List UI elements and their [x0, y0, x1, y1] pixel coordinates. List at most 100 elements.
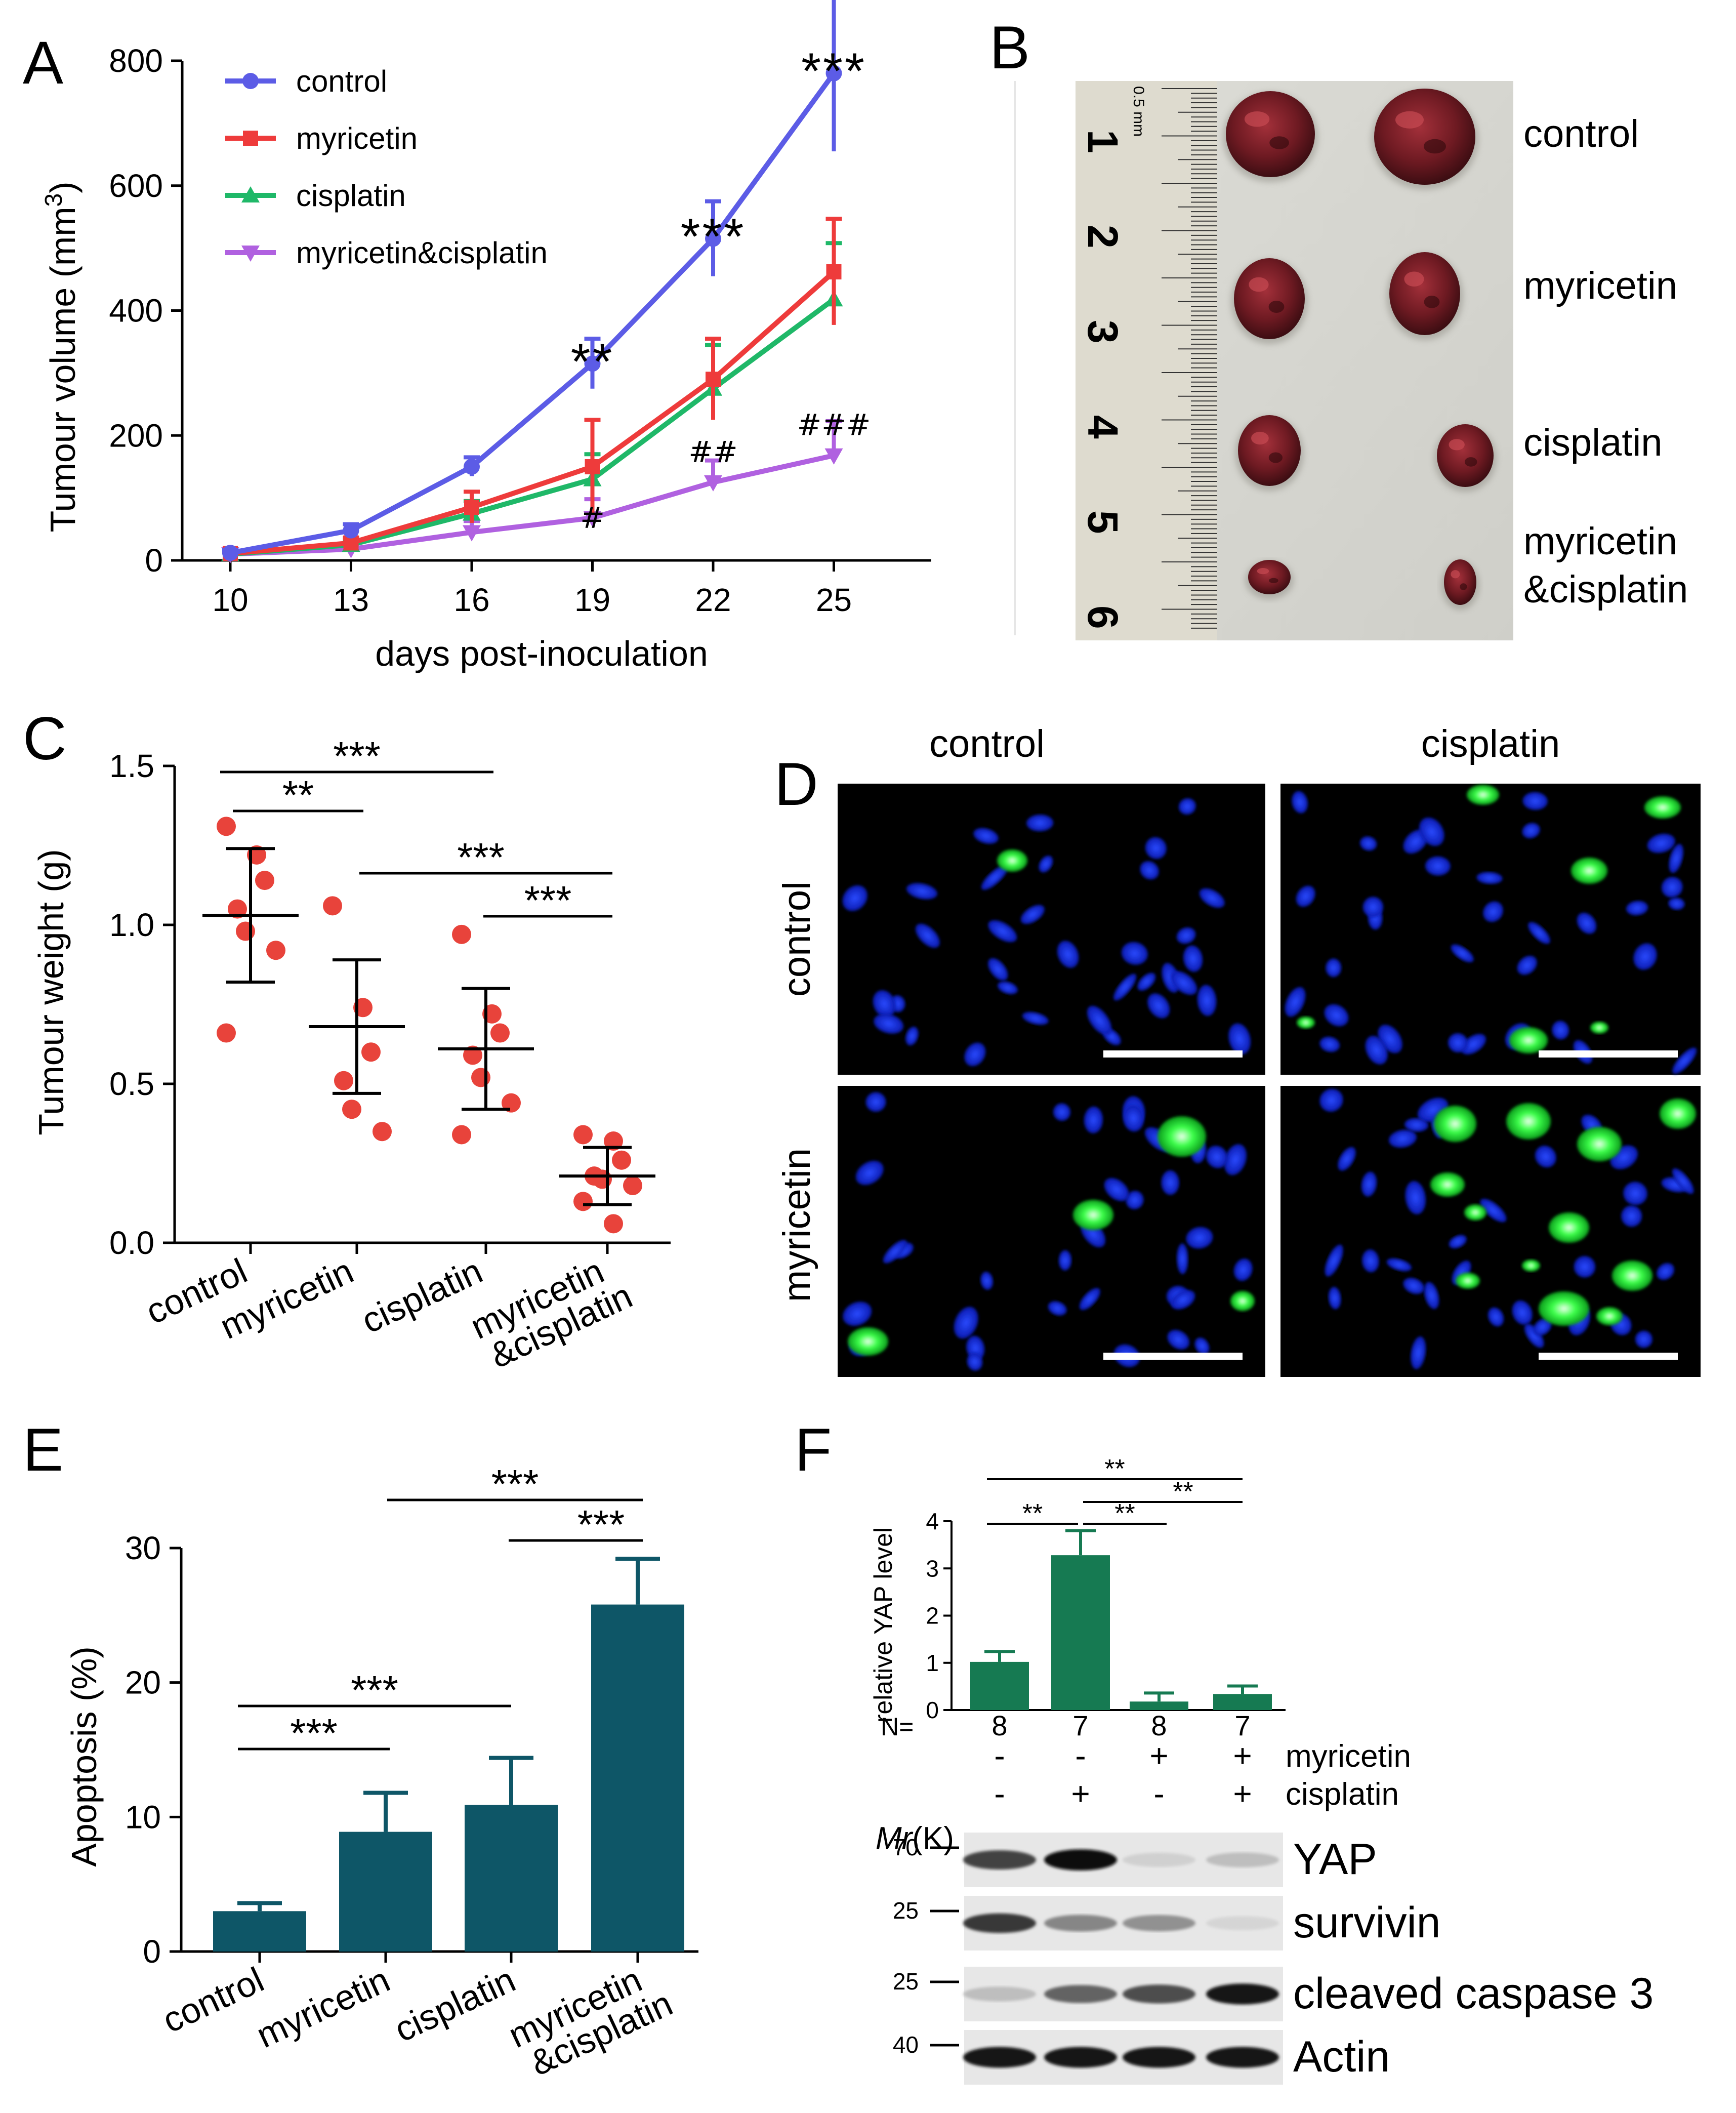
- y-tick-label: 200: [109, 417, 163, 454]
- marker-size: 25: [893, 1897, 919, 1924]
- panel-c-comparisons: ***********: [220, 734, 612, 923]
- data-point: [217, 1023, 236, 1043]
- data-point: [464, 458, 480, 475]
- blue-nucleus: [1058, 1250, 1072, 1271]
- treatment-sign: -: [1153, 1775, 1164, 1812]
- blue-nucleus: [1022, 1011, 1049, 1025]
- tumour: [1248, 560, 1291, 594]
- panel-e-bars: [213, 1557, 684, 1963]
- green-apoptotic-cell: [848, 1327, 888, 1356]
- panel-e-comparisons: *** *** *** ***: [238, 1461, 643, 1756]
- tumour-row-label: myricetin: [1523, 264, 1677, 307]
- data-point: [573, 1192, 593, 1211]
- blue-nucleus: [1362, 1249, 1379, 1273]
- blue-nucleus: [1186, 1227, 1213, 1249]
- blot-band: [963, 1913, 1036, 1933]
- legend-label: control: [296, 64, 387, 98]
- series-control: [222, 0, 842, 561]
- category-label: cisplatin: [389, 1960, 521, 2050]
- data-point: [704, 475, 722, 492]
- tumour: [1234, 258, 1305, 339]
- panel-f-comparisons: ** ** ** **: [987, 1454, 1243, 1528]
- ruler-ticks: 0.5 mm1 2 3 4 5 6: [1079, 86, 1217, 629]
- blue-nucleus: [1319, 1036, 1340, 1052]
- blue-nucleus: [1411, 1336, 1426, 1369]
- blue-nucleus: [1145, 837, 1167, 859]
- legend-marker: [242, 73, 259, 89]
- x-tick-label: 13: [333, 582, 369, 618]
- ruler-number: 5: [1079, 510, 1127, 534]
- data-point: [705, 230, 721, 247]
- panel-a-legend: control myricetin cisplatin myricetin&cispl…: [225, 64, 548, 270]
- blue-nucleus: [1635, 1330, 1652, 1348]
- panel-f-axes: 0 1 2 3 4: [926, 1508, 1286, 1723]
- data-point: [236, 921, 255, 941]
- group-control: [202, 817, 299, 1043]
- blue-nucleus: [1657, 1263, 1674, 1280]
- blue-nucleus: [1362, 897, 1384, 917]
- y-tick-label: 4: [926, 1508, 939, 1534]
- green-apoptotic-cell: [1644, 796, 1681, 819]
- blot-band: [1123, 1984, 1195, 2004]
- blue-nucleus: [1199, 888, 1225, 908]
- blue-nucleus: [1197, 985, 1217, 1016]
- blue-nucleus: [1194, 1337, 1210, 1355]
- treatment-sign: +: [1071, 1775, 1090, 1812]
- blue-nucleus: [874, 1013, 903, 1034]
- blue-nucleus: [1170, 971, 1197, 995]
- bar: [1051, 1555, 1110, 1710]
- data-point: [706, 372, 721, 387]
- ruler-number: 3: [1079, 320, 1127, 344]
- fluorescence-micrographs: [838, 784, 1701, 1377]
- blot-band: [1044, 1985, 1117, 2003]
- blue-nucleus: [1647, 833, 1675, 853]
- data-point: [452, 1125, 471, 1145]
- blue-nucleus: [1668, 898, 1685, 910]
- col-label-cisplatin: cisplatin: [1421, 722, 1560, 765]
- blue-nucleus: [1326, 958, 1342, 978]
- blue-nucleus: [1147, 993, 1170, 1019]
- blue-nucleus: [843, 1302, 872, 1326]
- blue-nucleus: [1233, 1258, 1253, 1281]
- blue-nucleus: [1123, 1105, 1144, 1132]
- panel-a-x-axis-label: days post-inoculation: [375, 634, 708, 673]
- blue-nucleus: [967, 1353, 983, 1371]
- x-tick-label: 25: [816, 582, 852, 618]
- tumour: [1238, 415, 1301, 486]
- blot-band: [1044, 2047, 1117, 2068]
- panel-f-yap-and-blots: F 0 1 2 3 4 ** ** ** ** relative YAP level N= 8…: [795, 1416, 1654, 2085]
- blue-nucleus: [981, 865, 1008, 890]
- marker-size: 70: [893, 1834, 919, 1860]
- panel-f-y-axis-label: relative YAP level: [869, 1527, 897, 1723]
- significance-stars: **: [571, 333, 614, 390]
- data-point: [825, 65, 842, 82]
- data-point: [222, 545, 238, 561]
- blue-nucleus: [1296, 885, 1315, 907]
- y-tick-label: 400: [109, 293, 163, 329]
- blue-nucleus: [973, 828, 999, 844]
- category-label: cisplatin: [356, 1251, 488, 1341]
- tumour: [1437, 424, 1494, 487]
- blue-nucleus: [1480, 1199, 1507, 1223]
- panel-c-y-axis-label: Tumour weight (g): [31, 849, 71, 1135]
- blue-nucleus: [1338, 1147, 1356, 1171]
- blue-nucleus: [1535, 1146, 1556, 1168]
- category-label-line: cisplatin: [389, 1960, 521, 2050]
- blue-nucleus: [1577, 912, 1597, 934]
- data-point: [604, 1214, 623, 1234]
- comparison-stars: ***: [524, 878, 571, 923]
- y-tick-label: 20: [125, 1664, 161, 1701]
- significance-stars: ***: [681, 209, 746, 265]
- tumour: [1374, 89, 1475, 185]
- blue-nucleus: [1461, 1034, 1486, 1054]
- green-apoptotic-cell: [1596, 1307, 1623, 1325]
- data-point: [452, 924, 471, 944]
- group-myricetin: [309, 896, 405, 1142]
- panel-label-b: B: [989, 14, 1030, 82]
- green-apoptotic-cell: [1430, 1172, 1465, 1197]
- legend-label: cisplatin: [296, 179, 406, 213]
- tumour-dark-spot: [1424, 296, 1440, 308]
- tumour-row-labels: control myricetin cisplatin myricetin&cispl…: [1523, 112, 1688, 611]
- marker-size: 25: [893, 1968, 919, 1995]
- comparison-stars: ***: [351, 1668, 398, 1713]
